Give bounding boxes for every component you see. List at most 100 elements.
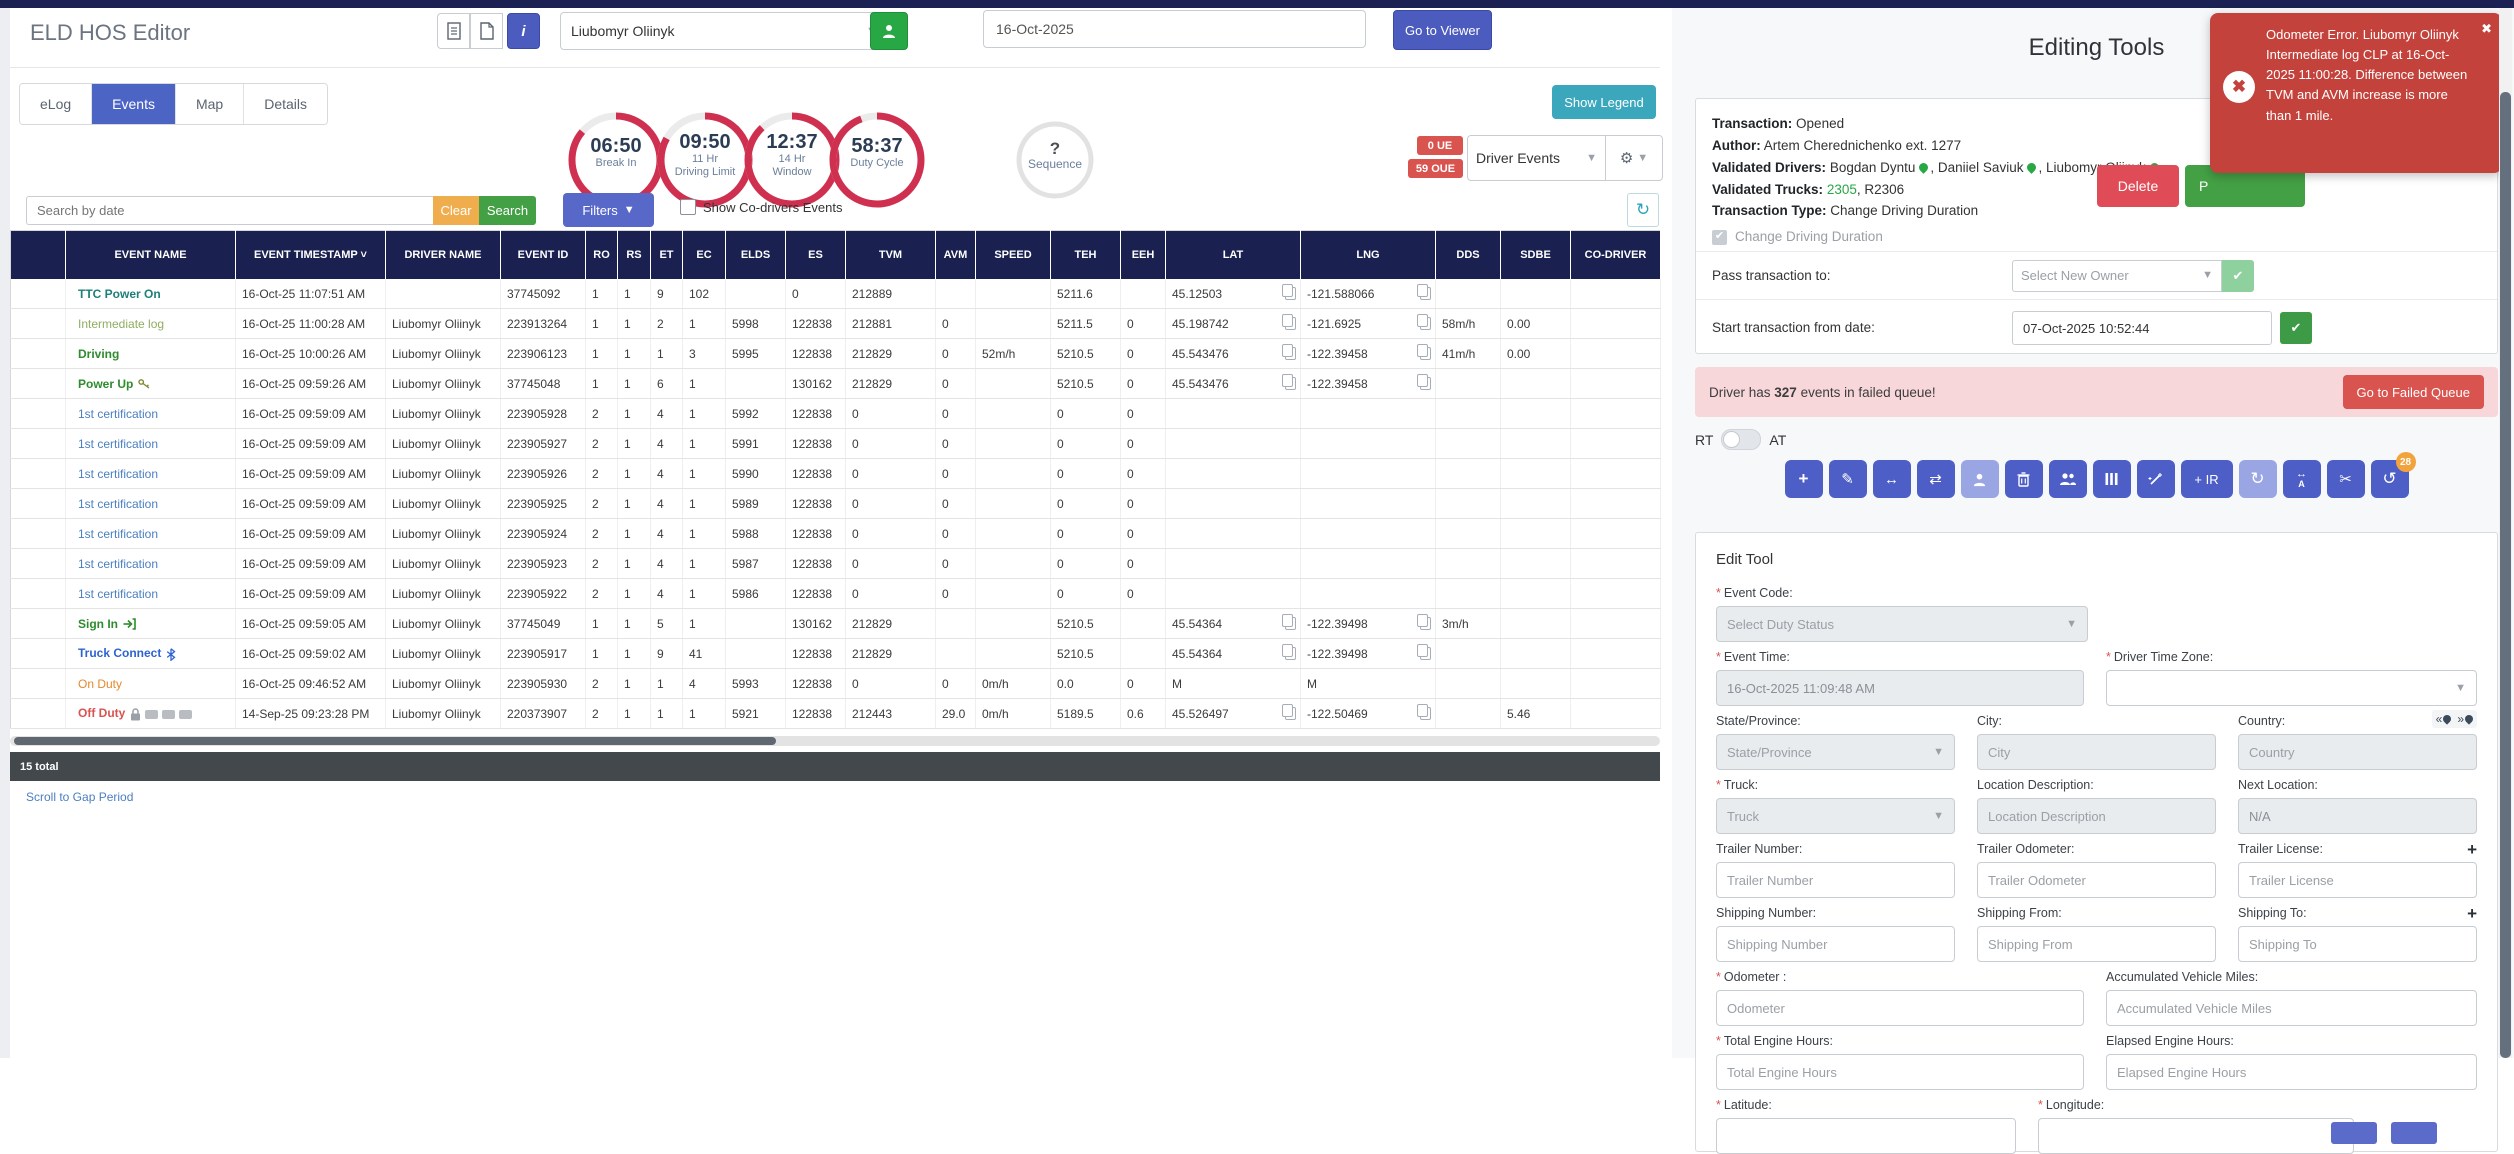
copy-icon[interactable]: [1417, 284, 1431, 300]
trailer-license-input[interactable]: [2238, 862, 2477, 898]
event-code-select[interactable]: Select Duty Status ▼: [1716, 606, 2088, 642]
move-event-button[interactable]: ↔: [1872, 460, 1911, 498]
add-trailer-button[interactable]: +: [2467, 840, 2477, 859]
note-icon-button[interactable]: [470, 13, 503, 49]
copy-icon[interactable]: [1417, 644, 1431, 660]
table-row[interactable]: TTC Power On 16-Oct-25 11:07:51 AM 3774509…: [10, 279, 1661, 309]
toast-close-icon[interactable]: ✖: [2481, 21, 2492, 36]
log-date-input[interactable]: [983, 10, 1366, 48]
copy-icon[interactable]: [1417, 704, 1431, 720]
row-select-cell[interactable]: [10, 638, 66, 669]
gauge-sequence[interactable]: ? Sequence: [1015, 120, 1095, 200]
column-header[interactable]: TEH: [1050, 230, 1121, 279]
event-name-link[interactable]: Off Duty: [78, 706, 126, 721]
rt-at-toggle[interactable]: [1721, 429, 1762, 450]
event-name-link[interactable]: Power Up: [78, 376, 134, 391]
vertical-scrollbar[interactable]: [2499, 8, 2512, 1058]
tab-events[interactable]: Events: [92, 84, 176, 124]
table-row[interactable]: Intermediate log 16-Oct-25 11:00:28 AM Liu…: [10, 308, 1661, 339]
odometer-input[interactable]: [1716, 990, 2085, 1026]
column-header[interactable]: EVENT TIMESTAMP ˅: [235, 230, 386, 279]
next-location-input[interactable]: [2238, 798, 2477, 834]
column-header[interactable]: EVENT ID: [500, 230, 586, 279]
copy-icon[interactable]: [1417, 314, 1431, 330]
event-name-link[interactable]: 1st certification: [78, 526, 159, 541]
copy-icon[interactable]: [1417, 374, 1431, 390]
go-to-failed-queue-button[interactable]: Go to Failed Queue: [2342, 375, 2484, 409]
column-header[interactable]: RO: [585, 230, 618, 279]
column-header[interactable]: EC: [682, 230, 726, 279]
row-select-cell[interactable]: [10, 398, 66, 429]
start-date-input[interactable]: [2012, 311, 2272, 345]
column-header[interactable]: ET: [650, 230, 683, 279]
elapsed-engine-hours-input[interactable]: [2106, 1054, 2477, 1090]
table-row[interactable]: Truck Connect 16-Oct-25 09:59:02 AM Liubom…: [10, 638, 1661, 669]
driver-events-select[interactable]: Driver Events ▼: [1476, 150, 1597, 166]
row-select-cell[interactable]: [10, 698, 66, 729]
longitude-input[interactable]: [2038, 1118, 2354, 1154]
column-header[interactable]: CO-DRIVER: [1570, 230, 1661, 279]
driver-select[interactable]: Liubomyr Oliinyk ▼: [560, 12, 888, 50]
horizontal-scrollbar[interactable]: [10, 736, 1660, 746]
longitude-pin-button[interactable]: [2391, 1122, 2437, 1144]
latitude-input[interactable]: [1716, 1118, 2016, 1154]
avm-input[interactable]: [2106, 990, 2477, 1026]
column-header[interactable]: LAT: [1165, 230, 1301, 279]
filters-button[interactable]: Filters ▼: [563, 193, 654, 227]
row-select-cell[interactable]: [10, 308, 66, 339]
column-header[interactable]: LNG: [1300, 230, 1436, 279]
vertical-scrollbar-thumb[interactable]: [2500, 92, 2511, 1058]
column-header[interactable]: ES: [785, 230, 846, 279]
table-row[interactable]: 1st certification 16-Oct-25 09:59:09 AM Li…: [10, 428, 1661, 459]
start-confirm-button[interactable]: ✔: [2280, 312, 2312, 344]
trailer-odometer-input[interactable]: [1977, 862, 2216, 898]
add-shipping-button[interactable]: +: [2467, 904, 2477, 923]
event-name-link[interactable]: Intermediate log: [78, 316, 165, 331]
table-row[interactable]: 1st certification 16-Oct-25 09:59:09 AM Li…: [10, 398, 1661, 429]
undo-button[interactable]: ↺ 28: [2370, 452, 2416, 498]
add-ir-button[interactable]: + IR: [2180, 460, 2233, 498]
refresh-events-button[interactable]: ↻: [2238, 460, 2277, 498]
table-row[interactable]: Off Duty 14-Sep-25 09:23:28 PM Liubomyr Ol…: [10, 698, 1661, 729]
column-header[interactable]: DRIVER NAME: [385, 230, 501, 279]
copy-icon[interactable]: [1417, 344, 1431, 360]
tab-elog[interactable]: eLog: [20, 84, 93, 124]
show-legend-button[interactable]: Show Legend: [1552, 85, 1656, 119]
row-select-cell[interactable]: [10, 548, 66, 579]
info-icon-button[interactable]: i: [507, 13, 540, 49]
table-row[interactable]: Sign In 16-Oct-25 09:59:05 AM Liubomyr Oli…: [10, 608, 1661, 639]
row-select-cell[interactable]: [10, 338, 66, 369]
edit-event-button[interactable]: ✎: [1828, 460, 1867, 498]
table-row[interactable]: On Duty 16-Oct-25 09:46:52 AM Liubomyr Oli…: [10, 668, 1661, 699]
cut-event-button[interactable]: ✂: [2326, 460, 2365, 498]
row-select-cell[interactable]: [10, 428, 66, 459]
row-select-cell[interactable]: [10, 668, 66, 699]
driver-timezone-select[interactable]: ▼: [2106, 670, 2477, 706]
truck-select[interactable]: Truck ▼: [1716, 798, 1955, 834]
refresh-button[interactable]: ↻: [1627, 193, 1659, 227]
shipping-number-input[interactable]: [1716, 926, 1955, 962]
event-name-link[interactable]: Driving: [78, 346, 120, 361]
column-header[interactable]: DDS: [1435, 230, 1501, 279]
row-select-cell[interactable]: [10, 368, 66, 399]
copy-icon[interactable]: [1282, 344, 1296, 360]
delete-event-button[interactable]: [2004, 460, 2043, 498]
table-row[interactable]: 1st certification 16-Oct-25 09:59:09 AM Li…: [10, 518, 1661, 549]
change-duration-checkbox[interactable]: ✔: [1712, 229, 1727, 245]
event-name-link[interactable]: 1st certification: [78, 556, 159, 571]
state-select[interactable]: State/Province ▼: [1716, 734, 1955, 770]
event-name-link[interactable]: 1st certification: [78, 466, 159, 481]
codrivers-button[interactable]: [2048, 460, 2087, 498]
shipping-to-input[interactable]: [2238, 926, 2477, 962]
table-row[interactable]: 1st certification 16-Oct-25 09:59:09 AM Li…: [10, 458, 1661, 489]
column-header[interactable]: EVENT NAME: [65, 230, 236, 279]
event-name-link[interactable]: Sign In: [78, 616, 118, 631]
table-row[interactable]: 1st certification 16-Oct-25 09:59:09 AM Li…: [10, 488, 1661, 519]
row-select-cell[interactable]: [10, 279, 66, 309]
event-name-link[interactable]: 1st certification: [78, 496, 159, 511]
go-to-viewer-button[interactable]: Go to Viewer: [1393, 10, 1492, 50]
split-event-button[interactable]: [2092, 460, 2131, 498]
copy-icon[interactable]: [1282, 374, 1296, 390]
event-name-link[interactable]: 1st certification: [78, 586, 159, 601]
event-name-link[interactable]: 1st certification: [78, 406, 159, 421]
